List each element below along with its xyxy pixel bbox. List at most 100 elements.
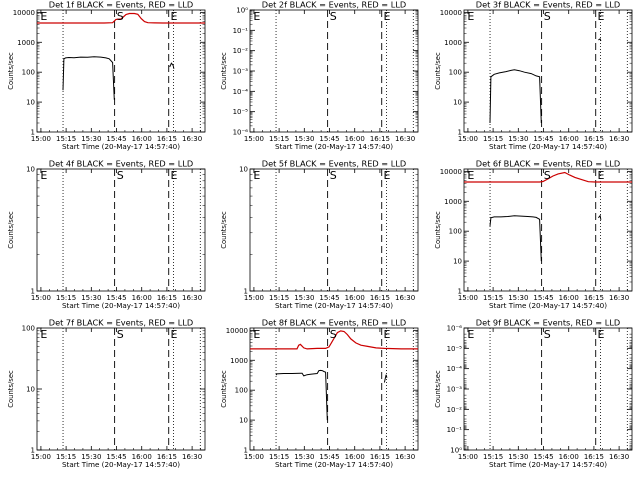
y-tick-label: 10	[239, 417, 248, 425]
event-marker: S	[544, 169, 551, 182]
y-tick-label: 100	[22, 325, 35, 333]
x-tick-label: 16:30	[182, 135, 202, 143]
x-tick-label: 15:15	[483, 453, 503, 461]
x-tick-label: 16:30	[609, 294, 629, 302]
x-axis-label: Start Time (20-May-17 14:57:40)	[275, 460, 393, 469]
x-tick-label: 15:15	[483, 135, 503, 143]
chart-title: Det 7f BLACK = Events, RED = LLD	[49, 318, 193, 328]
y-tick-label: 10000	[226, 327, 248, 335]
plot-frame	[36, 327, 206, 451]
y-tick-label: 10	[453, 258, 462, 266]
event-marker: E	[171, 169, 178, 182]
x-axis-label: Start Time (20-May-17 14:57:40)	[489, 142, 607, 151]
event-marker: E	[171, 328, 178, 341]
y-tick-label: 10	[453, 99, 462, 107]
event-marker: S	[330, 169, 337, 182]
series-line-1	[489, 215, 542, 262]
x-tick-label: 16:30	[182, 294, 202, 302]
series-line-3	[169, 62, 175, 69]
event-marker: E	[598, 169, 605, 182]
y-tick-label: 10⁻⁵	[447, 345, 463, 353]
x-tick-label: 15:00	[244, 453, 264, 461]
y-tick-label: 1000	[230, 357, 248, 365]
y-tick-label: 100	[22, 69, 35, 77]
y-tick-label: 10⁻⁴	[233, 88, 249, 96]
y-tick-label: 10⁻⁶	[233, 129, 249, 137]
y-tick-label: 10⁻²	[233, 47, 249, 55]
plot-frame	[249, 327, 419, 451]
y-tick-label: 10000	[440, 9, 462, 17]
y-axis-label: Counts/sec	[434, 370, 442, 408]
x-tick-label: 16:30	[182, 453, 202, 461]
chart-title: Det 4f BLACK = Events, RED = LLD	[49, 159, 193, 169]
event-marker: S	[330, 328, 337, 341]
y-tick-label: 10⁻¹	[233, 27, 249, 35]
x-tick-label: 16:15	[370, 453, 390, 461]
y-tick-label: 1	[458, 129, 462, 137]
y-tick-label: 1000	[17, 39, 35, 47]
event-marker: E	[384, 10, 391, 23]
chart-panel-6: Det 6f BLACK = Events, RED = LLD 15:00 15:…	[434, 159, 633, 310]
chart-panel-2: Det 2f BLACK = Events, RED = LLD 15:00 15:…	[220, 0, 419, 151]
x-tick-label: 15:30	[294, 135, 314, 143]
plot-frame	[249, 9, 419, 133]
plot-frame	[36, 168, 206, 292]
chart-panel-3: Det 3f BLACK = Events, RED = LLD 15:00 15:…	[434, 0, 633, 151]
y-tick-label: 10⁻⁶	[447, 325, 463, 333]
y-tick-label: 10	[26, 166, 35, 174]
x-tick-label: 16:00	[559, 453, 579, 461]
series-line-2	[37, 12, 205, 24]
x-tick-label: 15:00	[458, 135, 478, 143]
x-tick-label: 15:45	[106, 294, 126, 302]
event-marker: E	[253, 328, 260, 341]
x-tick-label: 16:15	[584, 453, 604, 461]
x-tick-label: 15:30	[81, 294, 101, 302]
x-tick-label: 16:00	[132, 453, 152, 461]
x-tick-label: 16:15	[157, 135, 177, 143]
y-tick-label: 10⁰	[236, 7, 248, 15]
series-line-3	[598, 214, 602, 220]
x-axis-label: Start Time (20-May-17 14:57:40)	[275, 142, 393, 151]
x-tick-label: 15:15	[56, 135, 76, 143]
chart-title: Det 5f BLACK = Events, RED = LLD	[262, 159, 406, 169]
x-axis-label: Start Time (20-May-17 14:57:40)	[489, 301, 607, 310]
y-tick-label: 1	[31, 129, 35, 137]
event-marker: E	[467, 328, 474, 341]
event-marker: E	[40, 328, 47, 341]
event-marker: S	[544, 328, 551, 341]
x-tick-label: 16:00	[345, 135, 365, 143]
x-tick-label: 16:00	[345, 294, 365, 302]
y-tick-label: 1	[458, 288, 462, 296]
y-tick-label: 10000	[13, 9, 35, 17]
y-axis-label: Counts/sec	[220, 52, 228, 90]
y-axis-label: Counts/sec	[7, 52, 15, 90]
y-axis-label: Counts/sec	[220, 211, 228, 249]
x-axis-label: Start Time (20-May-17 14:57:40)	[62, 460, 180, 469]
y-tick-label: 10⁻⁵	[233, 108, 249, 116]
y-axis-label: Counts/sec	[7, 370, 15, 408]
y-tick-label: 1000	[444, 39, 462, 47]
x-tick-label: 15:15	[269, 453, 289, 461]
event-marker: S	[330, 10, 337, 23]
chart-title: Det 3f BLACK = Events, RED = LLD	[476, 0, 620, 10]
x-tick-label: 15:30	[294, 294, 314, 302]
chart-title: Det 2f BLACK = Events, RED = LLD	[262, 0, 406, 10]
x-tick-label: 15:45	[533, 294, 553, 302]
y-tick-label: 10⁻³	[447, 386, 463, 394]
event-marker: E	[598, 328, 605, 341]
y-tick-label: 100	[235, 387, 248, 395]
x-tick-label: 16:00	[132, 135, 152, 143]
x-tick-label: 15:45	[319, 453, 339, 461]
x-tick-label: 15:45	[533, 135, 553, 143]
event-marker: S	[544, 10, 551, 23]
y-tick-label: 10⁻³	[233, 68, 249, 76]
event-marker: S	[117, 10, 124, 23]
series-line-1	[489, 69, 542, 124]
x-tick-label: 16:30	[609, 135, 629, 143]
plot-frame	[463, 168, 633, 292]
series-line-2	[464, 171, 632, 183]
x-tick-label: 15:30	[508, 453, 528, 461]
series-line-2	[250, 330, 418, 350]
x-tick-label: 15:15	[269, 294, 289, 302]
y-tick-label: 10⁻²	[447, 406, 463, 414]
